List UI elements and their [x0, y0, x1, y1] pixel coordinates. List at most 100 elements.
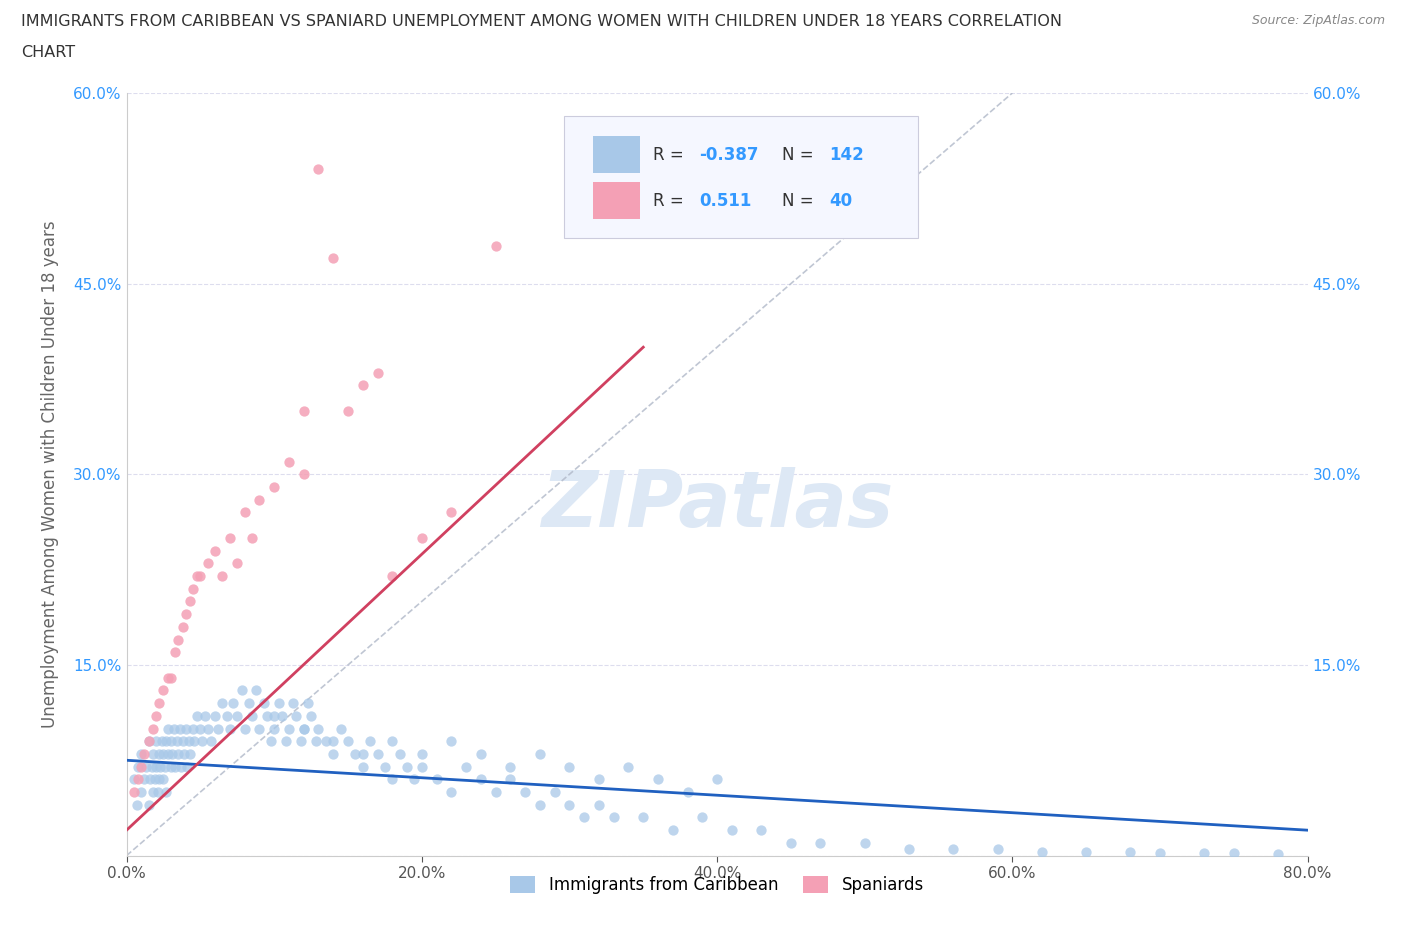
Text: R =: R =: [654, 146, 689, 164]
Point: [898, 842, 921, 857]
Point: [942, 842, 965, 857]
Point: [780, 835, 803, 850]
Point: [162, 747, 184, 762]
Point: [292, 721, 315, 736]
Point: [662, 823, 685, 838]
Point: [148, 696, 170, 711]
Point: [222, 696, 245, 711]
Point: [315, 734, 337, 749]
Point: [470, 747, 492, 762]
Point: [160, 734, 183, 749]
Point: [145, 734, 167, 749]
Point: [188, 568, 212, 583]
Point: [588, 772, 610, 787]
Point: [233, 505, 256, 520]
Point: [263, 709, 285, 724]
Point: [174, 721, 197, 736]
Point: [987, 842, 1010, 857]
Point: [278, 454, 301, 469]
Point: [149, 759, 172, 774]
Point: [440, 785, 463, 800]
Point: [322, 747, 344, 762]
Point: [204, 709, 226, 724]
Point: [558, 759, 581, 774]
Point: [529, 747, 551, 762]
Point: [381, 772, 404, 787]
Point: [156, 671, 179, 685]
Point: [160, 759, 183, 774]
Point: [374, 759, 396, 774]
Point: [249, 721, 271, 736]
Y-axis label: Unemployment Among Women with Children Under 18 years: Unemployment Among Women with Children U…: [41, 220, 59, 728]
Text: N =: N =: [782, 146, 818, 164]
Point: [256, 709, 278, 724]
Point: [145, 759, 167, 774]
Point: [751, 823, 773, 838]
Point: [138, 734, 160, 749]
Point: [440, 734, 463, 749]
Point: [238, 696, 260, 711]
Point: [359, 734, 381, 749]
Point: [165, 759, 187, 774]
Point: [143, 772, 166, 787]
Point: [197, 556, 219, 571]
Point: [499, 772, 522, 787]
Point: [174, 606, 197, 621]
Point: [543, 785, 565, 800]
Point: [152, 683, 174, 698]
Point: [194, 709, 217, 724]
Point: [304, 734, 326, 749]
Point: [156, 747, 179, 762]
Point: [170, 759, 193, 774]
Point: [352, 759, 374, 774]
Point: [181, 721, 204, 736]
Point: [396, 759, 419, 774]
Point: [231, 683, 253, 698]
Point: [226, 556, 249, 571]
FancyBboxPatch shape: [564, 116, 918, 238]
Text: -0.387: -0.387: [699, 146, 759, 164]
Point: [337, 404, 360, 418]
Point: [1223, 845, 1246, 860]
Text: 0.511: 0.511: [699, 192, 752, 209]
Point: [344, 747, 367, 762]
Point: [172, 734, 194, 749]
Point: [211, 568, 233, 583]
Point: [129, 747, 153, 762]
Text: CHART: CHART: [21, 45, 75, 60]
Bar: [593, 182, 640, 219]
Point: [176, 759, 198, 774]
Point: [179, 747, 201, 762]
Point: [270, 709, 292, 724]
Point: [127, 759, 149, 774]
Point: [529, 797, 551, 812]
Point: [425, 772, 447, 787]
Point: [245, 683, 267, 698]
Point: [200, 734, 222, 749]
Point: [152, 772, 174, 787]
Point: [706, 772, 728, 787]
Point: [122, 785, 145, 800]
Point: [150, 734, 173, 749]
Point: [352, 378, 374, 392]
Text: IMMIGRANTS FROM CARIBBEAN VS SPANIARD UNEMPLOYMENT AMONG WOMEN WITH CHILDREN UND: IMMIGRANTS FROM CARIBBEAN VS SPANIARD UN…: [21, 14, 1062, 29]
Point: [129, 759, 153, 774]
Point: [125, 797, 148, 812]
Point: [404, 772, 426, 787]
Point: [134, 772, 156, 787]
Point: [135, 759, 157, 774]
Point: [352, 747, 374, 762]
Point: [165, 644, 187, 659]
Point: [122, 772, 145, 787]
Point: [329, 721, 352, 736]
Point: [810, 835, 832, 850]
Point: [179, 594, 201, 609]
Point: [207, 721, 229, 736]
Point: [141, 759, 163, 774]
Text: 142: 142: [830, 146, 865, 164]
Point: [456, 759, 478, 774]
Point: [411, 747, 433, 762]
Point: [215, 709, 238, 724]
Point: [647, 772, 669, 787]
Point: [139, 772, 162, 787]
